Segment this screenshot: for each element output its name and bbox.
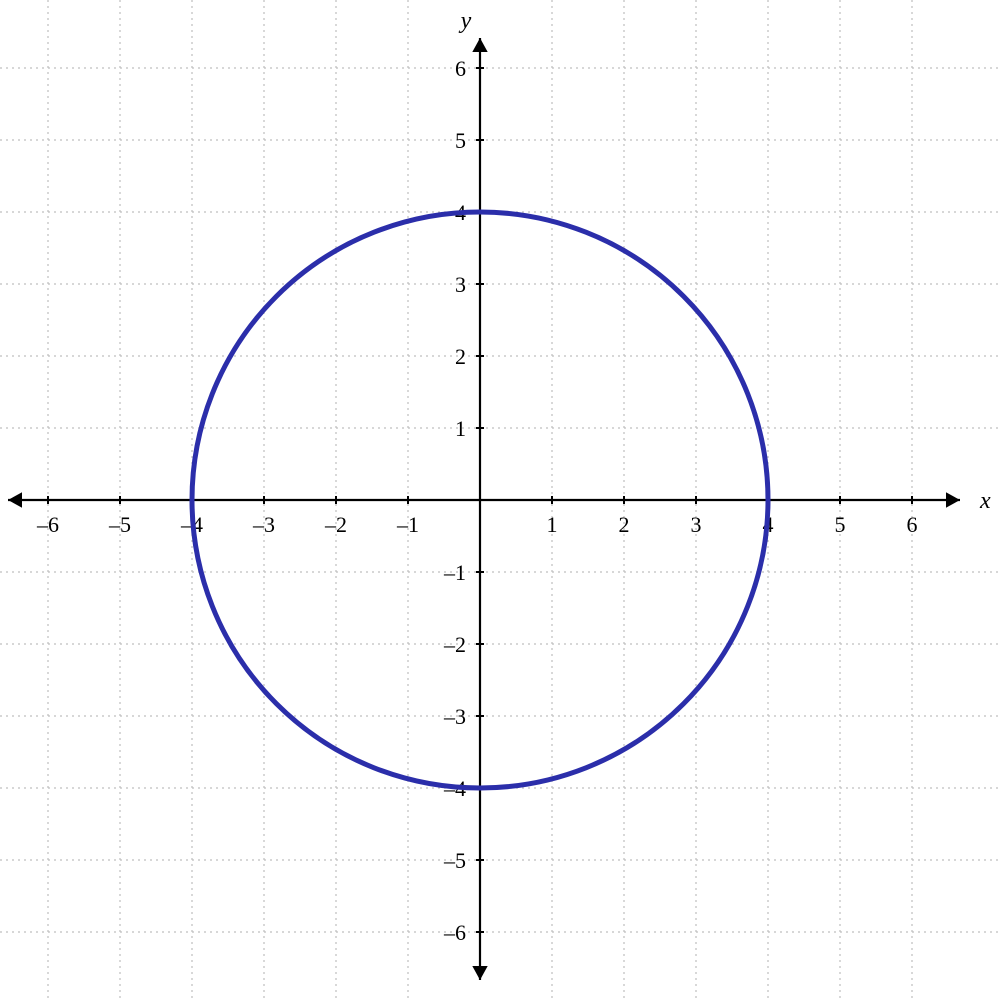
y-tick-label: 6: [455, 56, 466, 81]
y-tick-label: 5: [455, 128, 466, 153]
y-tick-label: –2: [443, 632, 466, 657]
y-tick-label: –6: [443, 920, 466, 945]
y-tick-label: –1: [443, 560, 466, 585]
y-tick-label: 3: [455, 272, 466, 297]
y-tick-label: 1: [455, 416, 466, 441]
x-tick-label: –2: [324, 512, 347, 537]
y-tick-label: 2: [455, 344, 466, 369]
x-tick-label: –1: [396, 512, 419, 537]
y-tick-label: –5: [443, 848, 466, 873]
chart-svg: –6–5–4–3–2–1123456–6–5–4–3–2–1123456xy: [0, 0, 1000, 1000]
x-tick-label: 6: [907, 512, 918, 537]
y-tick-label: –3: [443, 704, 466, 729]
x-tick-label: –6: [36, 512, 59, 537]
x-tick-label: 5: [835, 512, 846, 537]
x-axis-label: x: [979, 488, 991, 514]
x-tick-label: –5: [108, 512, 131, 537]
x-tick-label: –3: [252, 512, 275, 537]
coordinate-plane-chart: –6–5–4–3–2–1123456–6–5–4–3–2–1123456xy: [0, 0, 1000, 1000]
y-axis-label: y: [459, 8, 472, 34]
x-tick-label: 2: [619, 512, 630, 537]
x-tick-label: 1: [547, 512, 558, 537]
x-tick-label: 3: [691, 512, 702, 537]
